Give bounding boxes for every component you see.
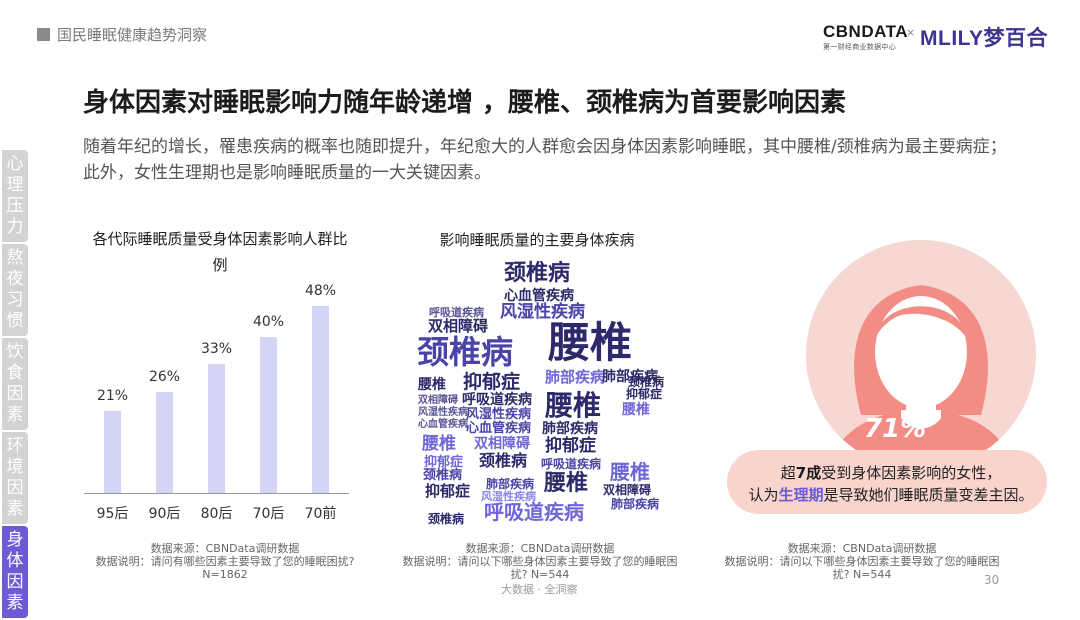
source-note-left: 数据来源：CBNData调研数据 数据说明：请问有哪些因素主要导致了您的睡眠困扰?… [95,542,355,581]
wordcloud-word: 双相障碍 [418,395,458,406]
sidebar-nav: 心 理 压 力熬 夜 习 惯饮 食 因 素环 境 因 素身 体 因 素 [0,150,30,620]
sidebar-item-0[interactable]: 心 理 压 力 [2,150,28,242]
cbndata-logo: CBNDATA [823,22,909,41]
sidebar-item-1[interactable]: 熬 夜 习 惯 [2,244,28,336]
wordcloud-word: 抑郁症 [424,455,464,470]
callout-line-1: 超7成受到身体因素影响的女性， [780,464,1002,482]
bar-value-label: 33% [200,341,233,358]
wordcloud-word: 呼吸道疾病 [541,457,602,471]
wordcloud-word: 心血管疾病 [418,419,468,430]
sidebar-item-3[interactable]: 环 境 因 素 [2,432,28,524]
callout-line-2: 认为生理期是导致她们睡眠质量变差主因。 [748,486,1034,504]
bar-chart-title: 各代际睡眠质量受身体因素影响人群比例 [92,230,348,274]
footer-tagline: 大数据 · 全洞察 [501,583,578,596]
wordcloud-word: 腰椎 [545,389,602,422]
wordcloud-word: 抑郁症 [545,436,596,456]
header-title: 国民睡眠健康趋势洞察 [57,26,208,44]
bar-3 [260,337,277,493]
sidebar-item-2[interactable]: 饮 食 因 素 [2,338,28,430]
wordcloud-word: 抑郁症 [626,387,663,401]
header-square-icon [37,28,50,41]
cbndata-logo-subtitle: 第一财经商业数据中心 [823,43,896,51]
wordcloud-word: 风湿性疾病 [481,490,536,503]
woman-illustration-circle [806,240,1036,470]
bar-category-label: 70前 [304,506,337,522]
source-note-right: 数据来源：CBNData调研数据 数据说明：请问以下哪些身体因素主要导致了您的睡眠… [724,542,1000,581]
bar-1 [156,391,173,493]
page-number: 30 [984,573,1000,587]
bar-chart-x-axis [84,493,349,494]
bar-value-label: 48% [304,282,337,299]
wordcloud-word: 腰椎 [548,318,633,367]
wordcloud-word: 呼吸道疾病 [484,500,584,524]
wordcloud-word: 呼吸道疾病 [462,392,532,408]
bar-category-label: 80后 [200,506,233,522]
wordcloud-word: 颈椎病 [428,512,465,526]
bar-0 [104,411,121,493]
wordcloud-word: 腰椎 [422,434,456,454]
bar-category-label: 95后 [96,506,129,522]
wordcloud-word: 双相障碍 [603,483,652,497]
wordcloud-word: 风湿性疾病 [466,407,532,422]
wordcloud-word: 肺部疾病 [542,421,598,437]
wordcloud-word: 颈椎病 [504,261,571,286]
wordcloud-word: 风湿性疾病 [418,407,468,418]
wordcloud-word: 腰椎 [544,471,589,496]
sidebar-item-4[interactable]: 身 体 因 素 [2,526,28,618]
wordcloud-word: 抑郁症 [463,371,521,393]
woman-icon [827,285,1015,470]
wordcloud-word: 心血管疾病 [466,421,532,436]
wordcloud-word: 腰椎 [418,377,446,393]
logo-separator: × [906,26,916,39]
women-percentage: 71% [864,414,927,444]
wordcloud-word: 心血管疾病 [504,288,574,304]
wordcloud-word: 呼吸道疾病 [429,306,484,319]
bar-value-label: 40% [252,314,285,330]
bar-category-label: 70后 [252,506,285,522]
intro-paragraph: 随着年纪的增长，罹患疾病的概率也随即提升，年纪愈大的人群愈会因身体因素影响睡眠，… [83,137,1007,183]
callout-bubble [727,450,1047,514]
wordcloud-word: 肺部疾病 [545,368,606,386]
wordcloud-word: 颈椎病 [479,451,528,470]
wordcloud-word: 颈椎病 [423,468,463,483]
bar-4 [312,305,329,493]
wordcloud-word: 肺部疾病 [611,497,660,511]
bar-value-label: 26% [148,368,181,385]
bar-2 [208,364,225,493]
wordcloud-word: 颈椎病 [417,333,514,371]
wordcloud-word: 腰椎 [622,402,650,418]
wordcloud-word: 抑郁症 [425,482,471,500]
bar-category-label: 90后 [148,506,181,522]
wordcloud-word: 风湿性疾病 [500,302,585,322]
wordcloud-word: 双相障碍 [428,317,489,335]
wordcloud-word: 腰椎 [610,460,650,484]
wordcloud-word: 肺部疾病 [602,369,658,385]
wordcloud-word: 颈椎病 [628,375,665,389]
mlily-logo: MLILY梦百合 [920,27,1049,50]
wordcloud-word: 肺部疾病 [486,477,535,491]
wordcloud-word: 双相障碍 [474,436,530,452]
bar-value-label: 21% [96,388,129,405]
wordcloud-title: 影响睡眠质量的主要身体疾病 [439,231,635,249]
source-note-middle: 数据来源：CBNData调研数据 数据说明：请问以下哪些身体因素主要导致了您的睡眠… [402,542,678,581]
page-title: 身体因素对睡眠影响力随年龄递增 ，腰椎、颈椎病为首要影响因素 [83,88,847,118]
